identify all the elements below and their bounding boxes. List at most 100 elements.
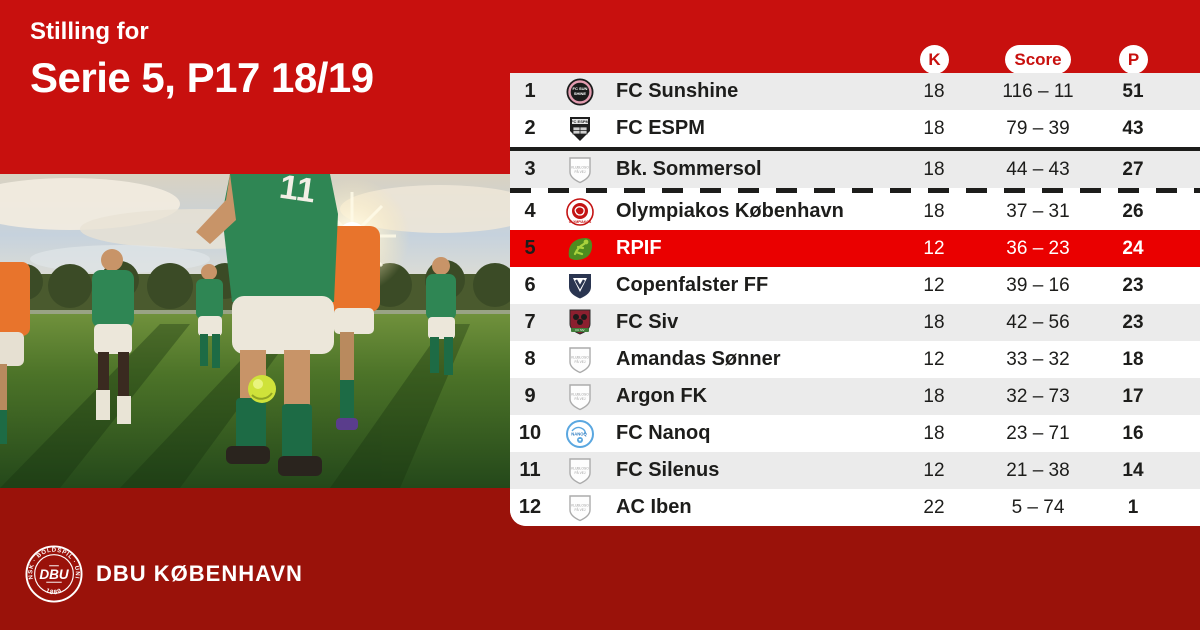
table-row: 9 KLUBLOGO PÅ VEJ Argon FK 18 32 – 73 17 — [510, 378, 1200, 415]
points-value: 23 — [1122, 311, 1144, 333]
score-value: 39 – 16 — [1006, 274, 1070, 296]
table-row: 3 KLUBLOGO PÅ VEJ Bk. Sommersol 18 44 – 43 27 — [510, 151, 1200, 188]
score-value: 32 – 73 — [1006, 385, 1070, 407]
points-value: 27 — [1122, 158, 1144, 180]
svg-text:NANOQ: NANOQ — [571, 431, 587, 436]
dbu-seal-logo: DANSK · BOLDSPIL · UNION 1889 DBU — [25, 545, 83, 603]
position-cell: 9 — [524, 385, 536, 407]
team-logo — [550, 272, 610, 300]
svg-text:PÅ VEJ: PÅ VEJ — [575, 506, 586, 511]
score-value: 44 – 43 — [1006, 158, 1070, 180]
points-value: 17 — [1122, 385, 1144, 407]
table-row: 1 FC SUN SHINE FC Sunshine 18 116 – 11 51 — [510, 73, 1200, 110]
score-value: 116 – 11 — [1002, 80, 1074, 102]
team-name: FC Sunshine — [616, 80, 739, 102]
matches-played-value: 22 — [923, 496, 945, 518]
footer: DANSK · BOLDSPIL · UNION 1889 DBU DBU KØ… — [25, 545, 303, 603]
position-cell: 7 — [524, 311, 536, 333]
matches-played-value: 18 — [923, 80, 945, 102]
score-value: 37 – 31 — [1006, 200, 1070, 222]
svg-text:KLUBLOGO: KLUBLOGO — [571, 355, 589, 359]
matches-played-value: 18 — [923, 385, 945, 407]
position-cell: 11 — [519, 459, 541, 481]
score-value: 79 – 39 — [1006, 117, 1070, 139]
score-value: 21 – 38 — [1006, 459, 1070, 481]
table-row: 4 OLYMPIAKOS Olympiakos København 18 37 – 31… — [510, 193, 1200, 230]
promotion-line-solid — [510, 147, 1200, 151]
title-block: Stilling for Serie 5, P17 18/19 — [30, 18, 374, 102]
team-logo: FC ESPM — [550, 115, 610, 143]
matches-played-value: 18 — [923, 422, 945, 444]
position-cell: 1 — [524, 80, 536, 102]
svg-text:PÅ VEJ: PÅ VEJ — [575, 395, 586, 400]
matches-played-value: 12 — [923, 459, 945, 481]
score-value: 42 – 56 — [1006, 311, 1070, 333]
position-cell: 2 — [524, 117, 536, 139]
team-logo — [550, 235, 610, 263]
standings-table: 1 FC SUN SHINE FC Sunshine 18 116 – 11 51 2 FC E… — [510, 73, 1200, 526]
team-logo: KLUBLOGO PÅ VEJ — [550, 345, 610, 375]
team-name: FC Silenus — [616, 459, 720, 481]
svg-text:1889: 1889 — [45, 587, 64, 596]
table-row: 11 KLUBLOGO PÅ VEJ FC Silenus 12 21 – 38 14 — [510, 452, 1200, 489]
position-cell: 10 — [518, 422, 542, 444]
column-badge-p: P — [1119, 45, 1148, 74]
score-value: 5 – 74 — [1011, 496, 1065, 518]
pretitle: Stilling for — [30, 18, 149, 45]
football-photo-art: 11 — [0, 174, 510, 488]
column-badge-k: K — [920, 45, 949, 74]
football-photo: 11 — [0, 174, 510, 488]
table-row: 8 KLUBLOGO PÅ VEJ Amandas Sønner 12 33 – 32 18 — [510, 341, 1200, 378]
table-row: 7 FC SIV FC Siv 18 42 – 56 23 — [510, 304, 1200, 341]
team-logo: KLUBLOGO PÅ VEJ — [550, 456, 610, 486]
org-name: DBU KØBENHAVN — [96, 561, 303, 586]
team-name: Amandas Sønner — [616, 348, 781, 370]
team-logo: OLYMPIAKOS — [550, 197, 610, 226]
team-name: FC Nanoq — [616, 422, 711, 444]
table-row: 10 NANOQ FC Nanoq 18 23 – 71 16 — [510, 415, 1200, 452]
svg-text:FC SIV: FC SIV — [575, 328, 584, 332]
matches-played-value: 12 — [923, 274, 945, 296]
score-value: 33 – 32 — [1006, 348, 1070, 370]
svg-text:PÅ VEJ: PÅ VEJ — [575, 168, 586, 173]
team-name: AC Iben — [616, 496, 692, 518]
position-cell: 5 — [524, 237, 536, 259]
svg-text:OLYMPIAKOS: OLYMPIAKOS — [569, 220, 592, 224]
team-name: Bk. Sommersol — [616, 158, 762, 180]
team-name: RPIF — [616, 237, 662, 259]
svg-text:PÅ VEJ: PÅ VEJ — [575, 358, 586, 363]
svg-text:KLUBLOGO: KLUBLOGO — [571, 466, 589, 470]
jersey-number: 11 — [277, 174, 318, 210]
position-cell: 8 — [524, 348, 536, 370]
position-cell: 6 — [524, 274, 536, 296]
score-value: 36 – 23 — [1006, 237, 1070, 259]
matches-played-value: 18 — [923, 158, 945, 180]
team-name: Olympiakos København — [616, 200, 844, 222]
svg-text:PÅ VEJ: PÅ VEJ — [575, 469, 586, 474]
points-value: 26 — [1122, 200, 1144, 222]
position-cell: 12 — [518, 496, 542, 518]
points-value: 43 — [1122, 117, 1144, 139]
team-logo: KLUBLOGO PÅ VEJ — [550, 155, 610, 185]
points-value: 18 — [1122, 348, 1144, 370]
matches-played-value: 12 — [923, 348, 945, 370]
team-name: FC ESPM — [616, 117, 705, 139]
team-logo: KLUBLOGO PÅ VEJ — [550, 382, 610, 412]
team-logo: NANOQ — [550, 419, 610, 448]
matches-played-value: 12 — [923, 237, 945, 259]
team-name: Argon FK — [616, 385, 708, 407]
svg-text:SHINE: SHINE — [574, 91, 587, 96]
column-badge-score: Score — [1005, 45, 1071, 74]
seal-year: 1889 — [45, 587, 63, 596]
points-value: 24 — [1122, 237, 1144, 259]
table-row: 6 Copenfalster FF 12 39 – 16 23 — [510, 267, 1200, 304]
svg-text:KLUBLOGO: KLUBLOGO — [571, 165, 589, 169]
team-name: FC Siv — [616, 311, 679, 333]
team-name: Copenfalster FF — [616, 274, 769, 296]
svg-text:KLUBLOGO: KLUBLOGO — [571, 392, 589, 396]
page-title: Serie 5, P17 18/19 — [30, 53, 374, 101]
points-value: 23 — [1122, 274, 1144, 296]
svg-text:FC ESPM: FC ESPM — [571, 119, 589, 124]
table-row: 5 RPIF 12 36 – 23 24 — [510, 230, 1200, 267]
